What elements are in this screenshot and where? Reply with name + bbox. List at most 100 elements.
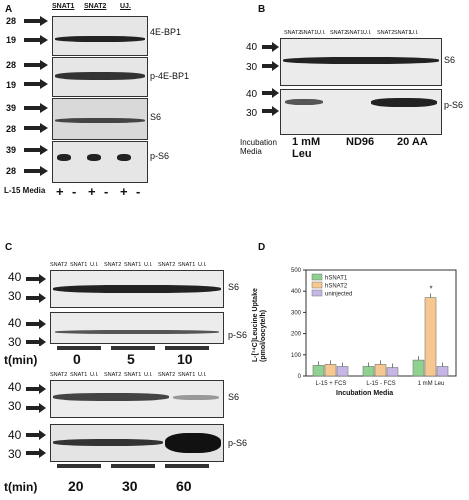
time-value: 30 <box>122 478 138 494</box>
y-tick-label: 100 <box>291 353 302 359</box>
panel-b-letter: B <box>258 4 266 15</box>
bar-uninjected <box>336 366 349 377</box>
lane-label: SNAT2 <box>50 262 68 268</box>
bar-hsnat2 <box>374 364 387 377</box>
lane-label: SNAT1 <box>70 372 88 378</box>
legend-swatch <box>311 273 323 281</box>
lane-label: U.I. <box>90 372 99 378</box>
time-label: t(min) <box>4 353 38 367</box>
panel-b-blot-s6 <box>280 38 442 86</box>
lane-label: SNAT1 <box>124 372 142 378</box>
blot-label: p-S6 <box>150 151 170 161</box>
lane-label: SNAT1 <box>394 30 412 36</box>
panel-b-blot-ps6 <box>280 89 442 135</box>
time-label: t(min) <box>4 480 38 494</box>
time-value: 20 <box>68 478 84 494</box>
mw-marker: 40 <box>8 380 22 394</box>
bar-hsnat1 <box>412 359 425 377</box>
panel-b-lanes: SNAT2 SNAT1 U.I. SNAT2 SNAT1 U.I. SNAT2 … <box>284 30 444 40</box>
legend-swatch <box>311 289 323 297</box>
legend-label: uninjected <box>325 292 352 298</box>
mw-marker: 39 <box>6 103 17 113</box>
time-value: 60 <box>176 478 192 494</box>
bar-hsnat2 <box>424 297 437 377</box>
y-tick-label: 200 <box>291 332 302 338</box>
time-value: 10 <box>177 351 193 367</box>
significance-star: * <box>429 285 432 294</box>
mw-marker: 30 <box>8 289 22 303</box>
lane-label: U.I. <box>198 372 207 378</box>
time-value: 5 <box>127 351 135 367</box>
panel-c-top-blot-s6 <box>50 270 224 308</box>
mw-marker: 19 <box>6 35 17 45</box>
leucine-uptake-chart: 0 100 200 300 400 500 L-15 + FCS L-15 - FCS 1 mM… <box>291 268 457 387</box>
time-value: 0 <box>73 351 81 367</box>
condition-nd96: ND96 <box>346 136 375 148</box>
x-category-label: L-15 - FCS <box>366 381 395 387</box>
lane-label: SNAT2 <box>104 262 122 268</box>
mw-marker: 40 <box>246 89 258 100</box>
panel-c-lanes-bottom: SNAT2 SNAT1 U.I. SNAT2 SNAT1 U.I. SNAT2 … <box>50 372 230 382</box>
panel-c-top-arrows <box>26 274 46 346</box>
sign: - <box>136 184 141 199</box>
mw-marker: 39 <box>6 145 17 155</box>
panel-a-letter: A <box>5 4 13 15</box>
condition-line: 1 mM <box>292 136 321 148</box>
panel-a-blot-ps6 <box>52 141 148 183</box>
panel-c-bottom-blot-s6 <box>50 380 224 418</box>
lane-label: SNAT2 <box>158 262 176 268</box>
time-bar <box>57 346 101 350</box>
panel-a-media-label: L-15 Media <box>4 186 46 195</box>
ylabel-line: (pmol/oocyte/h) <box>260 309 267 362</box>
blot-label: S6 <box>444 55 456 65</box>
sign: + <box>88 184 96 199</box>
panel-b-arrows <box>262 42 279 116</box>
time-bar <box>165 464 209 468</box>
lane-label: SNAT1 <box>178 262 196 268</box>
panel-a-signs: + - + - + - <box>56 184 148 199</box>
mw-marker: 40 <box>8 270 22 284</box>
mw-marker: 30 <box>246 108 258 119</box>
condition-1mm-leu: 1 mM Leu <box>292 136 320 160</box>
ylabel-text: L-[¹⁴C]Leucine Uptake (pmol/oocyte/h) <box>252 288 268 362</box>
lane-label: SNAT2 <box>104 372 122 378</box>
panel-a-arrows <box>24 16 48 176</box>
blot-label: p-S6 <box>444 100 464 110</box>
mw-marker: 30 <box>8 335 22 349</box>
mw-marker: 30 <box>246 62 258 73</box>
mw-marker: 40 <box>8 428 22 442</box>
mw-marker: 40 <box>246 42 258 53</box>
mw-marker: 28 <box>6 124 17 134</box>
sign: - <box>104 184 109 199</box>
lane-label: SNAT1 <box>124 262 142 268</box>
sign: - <box>72 184 77 199</box>
time-bar <box>57 464 101 468</box>
lane-label: SNAT2 <box>284 30 302 36</box>
panel-c-top-blot-ps6 <box>50 312 224 344</box>
lane-label: SNAT2 <box>377 30 395 36</box>
panel-c-bottom-arrows <box>26 384 46 458</box>
bar-uninjected <box>436 366 449 377</box>
time-bar <box>165 346 209 350</box>
legend-swatch <box>311 281 323 289</box>
blot-label: p-S6 <box>228 438 248 448</box>
bar-uninjected <box>386 367 399 377</box>
sign: + <box>56 184 64 199</box>
mw-marker: 40 <box>8 316 22 330</box>
mw-marker: 28 <box>6 166 17 176</box>
ylabel-line: L-[¹⁴C]Leucine Uptake <box>252 288 259 362</box>
condition-line: Leu <box>292 148 312 160</box>
blot-label: S6 <box>228 282 240 292</box>
lane-label: SNAT2 <box>50 372 68 378</box>
blot-label: p-S6 <box>228 330 248 340</box>
y-tick-label: 300 <box>291 310 302 316</box>
bar-hsnat1 <box>312 365 325 377</box>
media-line: Incubation <box>240 138 277 147</box>
group-uninjected: UJ. <box>120 3 131 10</box>
bar-hsnat2 <box>324 364 337 377</box>
panel-c-lanes-top: SNAT2 SNAT1 U.I. SNAT2 SNAT1 U.I. SNAT2 … <box>50 262 230 272</box>
mw-marker: 30 <box>8 447 22 461</box>
lane-label: SNAT1 <box>300 30 318 36</box>
blot-label: 4E-BP1 <box>150 27 182 37</box>
panel-c-letter: C <box>5 242 13 253</box>
